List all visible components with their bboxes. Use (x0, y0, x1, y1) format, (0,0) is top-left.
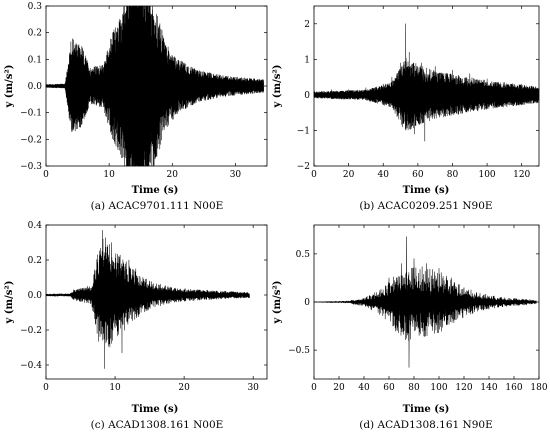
y-axis-label: y (m/s²) (4, 281, 15, 325)
x-tick-label: 20 (167, 170, 179, 180)
chart-panel-1: 0 20 40 60 80 100 120 −2 −1 0 1 2 Time (s) y (m/s²) (b… (272, 5, 540, 212)
y-tick-label: 0.0 (28, 82, 43, 92)
y-tick-label: 0.2 (28, 256, 42, 266)
y-tick-label: 0.1 (28, 55, 42, 65)
panel-caption: (d) ACAD1308.161 N90E (359, 419, 493, 431)
x-tick-label: 30 (247, 383, 259, 393)
panel-caption: (c) ACAD1308.161 N00E (91, 419, 224, 431)
y-tick-label: −0.3 (20, 162, 42, 172)
x-tick-label: 80 (447, 170, 459, 180)
x-tick-label: 40 (378, 170, 390, 180)
y-tick-label: 0.0 (28, 291, 43, 301)
x-tick-label: 180 (530, 383, 547, 393)
x-tick-label: 10 (109, 383, 121, 393)
y-tick-label: −2 (297, 162, 310, 172)
x-tick-label: 40 (358, 383, 370, 393)
y-tick-label: −0.1 (20, 109, 42, 119)
series-line (45, 230, 250, 369)
x-tick-label: 100 (478, 170, 495, 180)
series-line (313, 23, 540, 142)
x-tick-label: 140 (480, 383, 497, 393)
series-line (313, 236, 537, 368)
x-tick-label: 0 (43, 170, 49, 180)
y-tick-label: −0.2 (20, 326, 42, 336)
x-axis-label: Time (s) (132, 185, 179, 196)
y-tick-label: 0 (304, 298, 310, 308)
x-axis-label: Time (s) (403, 404, 450, 415)
x-tick-label: 30 (230, 170, 242, 180)
x-axis-label: Time (s) (403, 185, 450, 196)
x-tick-label: 120 (455, 383, 472, 393)
x-tick-label: 160 (505, 383, 522, 393)
x-tick-label: 0 (311, 383, 317, 393)
y-axis-label: y (m/s²) (4, 65, 15, 109)
y-tick-label: 0.3 (28, 2, 43, 12)
y-tick-label: −0.4 (20, 361, 42, 371)
y-axis-label: y (m/s²) (272, 281, 283, 325)
y-tick-label: 0.2 (28, 29, 42, 39)
y-tick-label: 2 (304, 20, 310, 30)
panel-caption: (a) ACAC9701.111 N00E (91, 200, 224, 212)
y-tick-label: −0.5 (288, 346, 310, 356)
series-line (45, 5, 264, 167)
x-tick-label: 20 (343, 170, 355, 180)
x-axis-label: Time (s) (132, 404, 179, 415)
panel-caption: (b) ACAC0209.251 N90E (359, 200, 492, 212)
y-tick-label: 0 (304, 91, 310, 101)
plot-frame (313, 5, 540, 167)
chart-panel-2: 0 10 20 30 −0.4 −0.2 0.0 0.2 0.4 Time (s) y (m/s²)… (4, 221, 268, 431)
x-tick-label: 80 (408, 383, 420, 393)
x-tick-label: 100 (430, 383, 447, 393)
y-tick-label: −1 (297, 126, 310, 136)
x-tick-label: 0 (43, 383, 49, 393)
x-tick-label: 120 (513, 170, 530, 180)
x-tick-label: 60 (412, 170, 424, 180)
x-tick-label: 60 (383, 383, 395, 393)
chart-panel-3: 0 20 40 60 80 100 120 140 160 180 −0.5 0 0.5 Time (s)… (272, 224, 548, 431)
y-tick-label: 0.4 (28, 221, 43, 231)
x-tick-label: 20 (333, 383, 345, 393)
y-tick-label: 0.5 (296, 250, 311, 260)
chart-panel-0: 0 10 20 30 −0.3 −0.2 −0.1 0.0 0.1 0.2 0.3 Time (s) y… (4, 2, 268, 212)
y-tick-label: −0.2 (20, 135, 42, 145)
y-tick-label: 1 (304, 55, 310, 65)
plot-frame (45, 224, 268, 380)
y-axis-label: y (m/s²) (272, 65, 283, 109)
x-tick-label: 10 (103, 170, 115, 180)
x-tick-label: 0 (311, 170, 317, 180)
x-tick-label: 20 (178, 383, 190, 393)
